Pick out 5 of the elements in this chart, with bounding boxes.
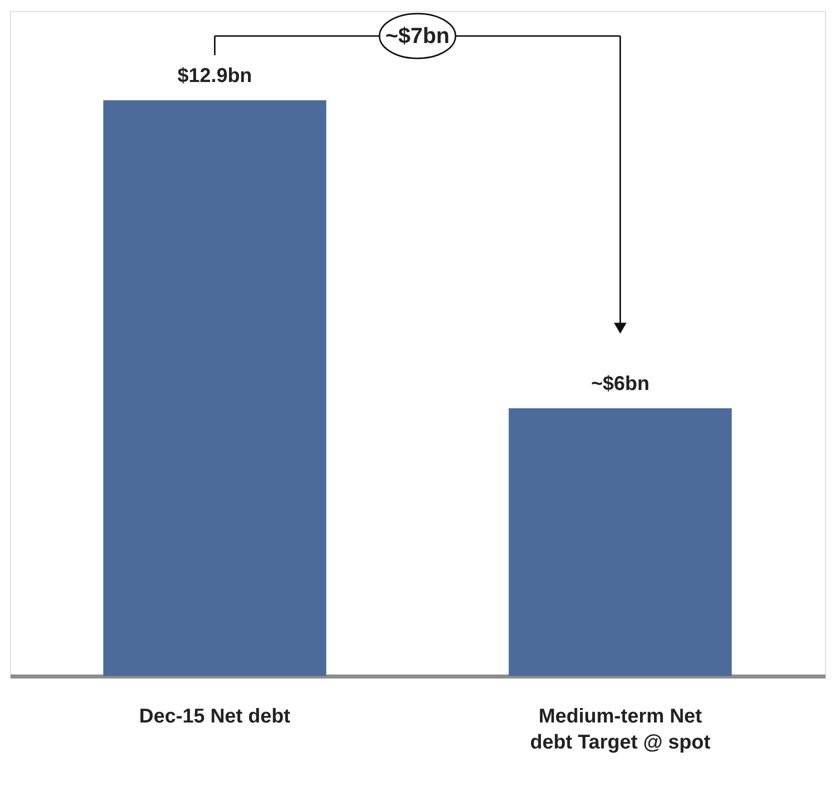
data-label: $12.9bn xyxy=(178,65,252,88)
data-label: ~$6bn xyxy=(591,373,650,396)
x-tick-label: Medium-term Net debt Target @ spot xyxy=(530,706,711,754)
x-tick-label: Dec-15 Net debt xyxy=(139,706,291,728)
text: ~$7bn xyxy=(385,23,450,48)
